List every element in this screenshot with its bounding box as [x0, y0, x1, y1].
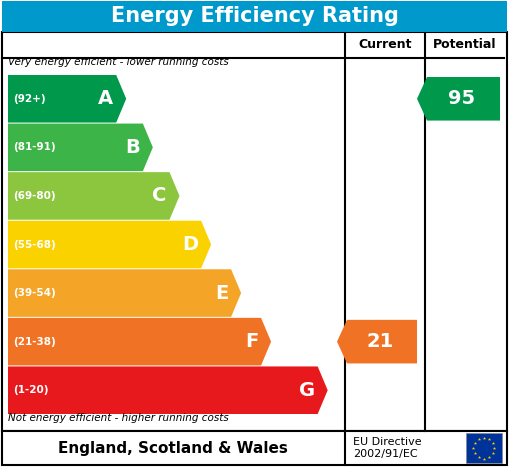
- Text: B: B: [125, 138, 140, 157]
- Text: 2002/91/EC: 2002/91/EC: [353, 449, 417, 459]
- Text: Energy Efficiency Rating: Energy Efficiency Rating: [110, 6, 399, 26]
- Polygon shape: [8, 75, 126, 122]
- Text: (1-20): (1-20): [13, 385, 48, 395]
- Text: (21-38): (21-38): [13, 337, 56, 347]
- Bar: [2, 32, 507, 431]
- Polygon shape: [8, 172, 180, 219]
- Text: G: G: [299, 381, 315, 400]
- Text: 95: 95: [448, 89, 475, 108]
- Text: D: D: [182, 235, 198, 254]
- Text: A: A: [98, 89, 113, 108]
- Bar: [2, 431, 507, 465]
- Text: Current: Current: [358, 38, 412, 51]
- Text: (39-54): (39-54): [13, 288, 56, 298]
- Text: (81-91): (81-91): [13, 142, 55, 152]
- Text: Very energy efficient - lower running costs: Very energy efficient - lower running co…: [8, 57, 229, 67]
- Bar: [2, 1, 507, 32]
- Polygon shape: [8, 124, 153, 171]
- Polygon shape: [8, 318, 271, 366]
- Text: 21: 21: [366, 332, 393, 351]
- Polygon shape: [337, 320, 417, 363]
- Text: F: F: [245, 332, 258, 351]
- Text: C: C: [152, 186, 166, 205]
- Polygon shape: [8, 367, 328, 414]
- Text: E: E: [215, 283, 228, 303]
- Text: (92+): (92+): [13, 94, 46, 104]
- Text: EU Directive: EU Directive: [353, 437, 421, 447]
- Text: (69-80): (69-80): [13, 191, 55, 201]
- Text: Potential: Potential: [433, 38, 496, 51]
- Bar: [466, 433, 502, 463]
- Polygon shape: [8, 269, 241, 317]
- Polygon shape: [8, 221, 211, 268]
- Text: (55-68): (55-68): [13, 240, 56, 249]
- Polygon shape: [417, 77, 500, 120]
- Text: Not energy efficient - higher running costs: Not energy efficient - higher running co…: [8, 413, 229, 423]
- Text: England, Scotland & Wales: England, Scotland & Wales: [58, 440, 288, 455]
